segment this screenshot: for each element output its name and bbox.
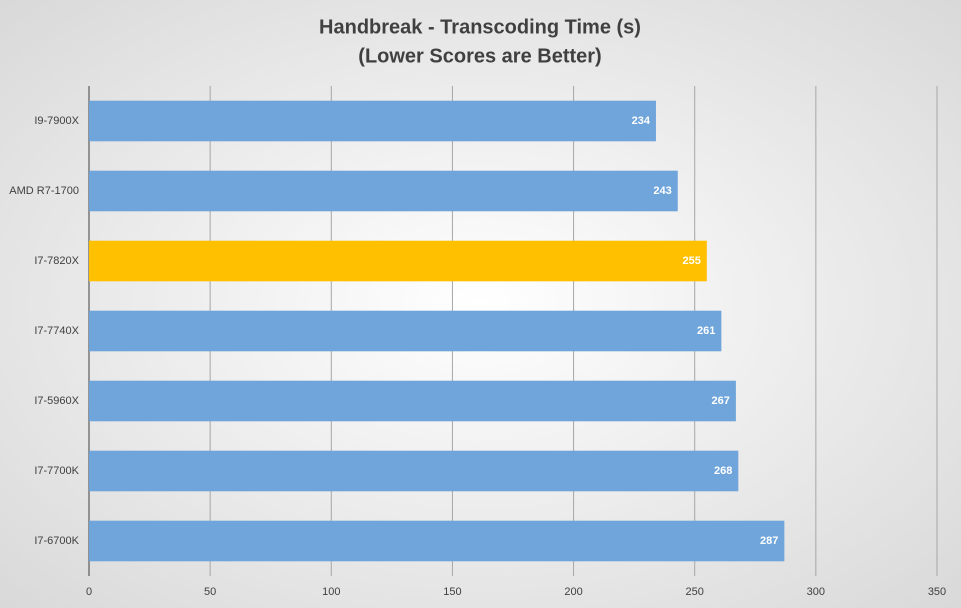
value-label: 234 [632,115,651,127]
value-label: 287 [760,535,778,547]
x-tick-label: 50 [204,586,216,598]
bar [89,380,736,422]
value-label: 261 [697,325,715,337]
x-tick-label: 100 [322,586,340,598]
bar [89,170,678,212]
bar [89,310,722,352]
y-tick-label: I7-7740X [34,325,79,337]
value-label: 243 [653,185,671,197]
x-tick-label: 150 [443,586,461,598]
x-tick-label: 250 [686,586,704,598]
chart-title: Handbreak - Transcoding Time (s) [319,16,641,38]
y-tick-label: I7-6700K [34,535,79,547]
x-tick-label: 300 [807,586,825,598]
y-tick-label: I7-7820X [34,255,79,267]
bar [89,240,707,282]
x-tick-label: 0 [86,586,92,598]
value-label: 255 [682,255,700,267]
value-label: 267 [712,395,730,407]
y-tick-label: I9-7900X [34,115,79,127]
y-tick-label: I7-7700K [34,465,79,477]
bar [89,450,739,492]
bar [89,520,785,562]
value-label: 268 [714,465,732,477]
y-tick-label: I7-5960X [34,395,79,407]
bar [89,100,656,142]
x-tick-label: 200 [564,586,582,598]
y-tick-label: AMD R7-1700 [9,185,79,197]
x-tick-label: 350 [928,586,946,598]
chart-subtitle: (Lower Scores are Better) [358,45,601,67]
